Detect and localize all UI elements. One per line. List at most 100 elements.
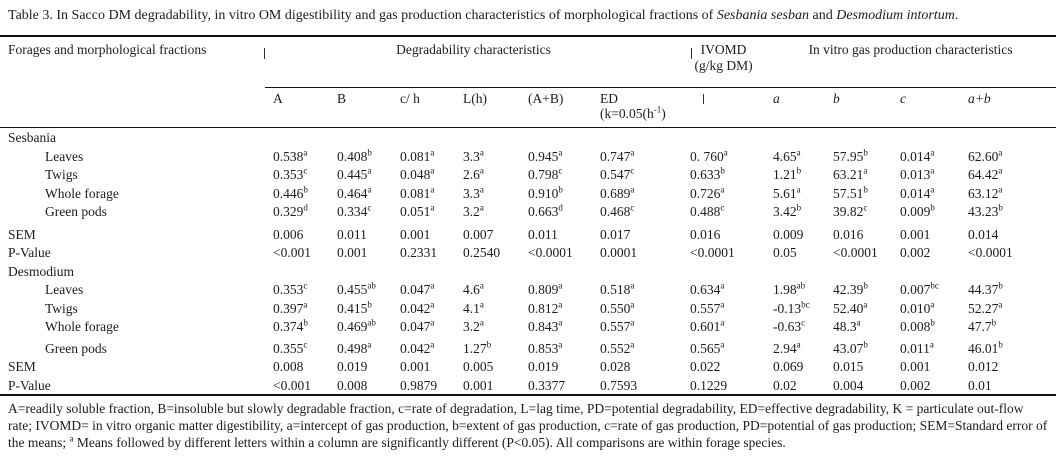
- row-label: Whole forage: [45, 319, 119, 334]
- cell: 5.61a: [773, 184, 801, 201]
- cell: 4.65a: [773, 147, 801, 164]
- row-label: Whole forage: [45, 185, 119, 201]
- table-body: Sesbania Leaves 0.538a 0.408b 0.081a 3.3a 0.94…: [0, 128, 1056, 396]
- column-divider-tick: [264, 48, 265, 59]
- cell: 0.469ab: [337, 317, 376, 334]
- cell: 0.397a: [273, 299, 308, 316]
- cell: 57.95b: [833, 147, 868, 164]
- cell: 0.663d: [528, 202, 563, 219]
- table-row: Green pods 0.355c 0.498a 0.042a 1.27b 0.853a 0…: [0, 336, 1056, 358]
- cell: 0.633b: [690, 165, 725, 182]
- cell: 0.538a: [273, 147, 308, 164]
- cell: 0.005: [463, 359, 494, 374]
- cell: 0.016: [833, 226, 864, 242]
- cell: 0.415b: [337, 299, 372, 316]
- row-group-label: Sesbania: [8, 130, 56, 145]
- table-footnote: A=readily soluble fraction, B=insoluble …: [8, 401, 1048, 450]
- table-row: SEM 0.006 0.011 0.001 0.007 0.011 0.017 0.016 0.…: [0, 221, 1056, 244]
- cell: 0.014: [968, 226, 999, 242]
- subheader-empty-ivomd: [682, 87, 766, 128]
- col-header-a: a: [765, 87, 826, 128]
- cell: 0.008: [337, 377, 368, 393]
- cell: 0.048a: [400, 165, 435, 182]
- cell: 0.853a: [528, 339, 563, 356]
- cell: 0.455ab: [337, 280, 376, 297]
- cell: 0.0001: [600, 245, 638, 260]
- cell: 43.23b: [968, 202, 1003, 219]
- cell: 47.7b: [968, 317, 997, 334]
- table-row: Sesbania: [0, 128, 1056, 147]
- empty-cell: [265, 262, 1056, 281]
- cell: 4.1a: [463, 299, 484, 316]
- cell: -0.63c: [773, 317, 806, 334]
- col-header-c: c: [892, 87, 961, 128]
- row-label: SEM: [8, 226, 36, 242]
- col-header-c-h: c/ h: [392, 87, 455, 128]
- cell: 0.009b: [900, 202, 935, 219]
- row-label: Twigs: [45, 300, 78, 316]
- cell: 57.51b: [833, 184, 868, 201]
- table-row: Leaves 0.353c 0.455ab 0.047a 4.6a 0.809a 0.518…: [0, 280, 1056, 299]
- cell: 0. 760a: [690, 147, 728, 164]
- cell: 0.051a: [400, 202, 435, 219]
- caption-text: Table 3. In Sacco DM degradability, in v…: [8, 8, 717, 23]
- cell: 52.40a: [833, 299, 868, 316]
- species-name-sesbania: Sesbania sesban: [716, 8, 809, 23]
- cell: 0.011: [337, 226, 367, 242]
- cell: 0.550a: [600, 299, 635, 316]
- table-row: P-Value <0.001 0.008 0.9879 0.001 0.3377 0.759…: [0, 376, 1056, 396]
- cell: 0.081a: [400, 147, 435, 164]
- row-label: SEM: [8, 359, 36, 374]
- col-header-a-plus-b: a+b: [960, 87, 1056, 128]
- cell: 0.910b: [528, 184, 563, 201]
- col-header-L-h: L(h): [455, 87, 520, 128]
- cell: 0.042a: [400, 299, 435, 316]
- cell: 0.008b: [900, 317, 935, 334]
- cell: 0.355c: [273, 339, 308, 356]
- cell: 3.3a: [463, 147, 484, 164]
- cell: 0.798c: [528, 165, 563, 182]
- cell: 63.12a: [968, 184, 1003, 201]
- cell: 0.9879: [400, 377, 438, 393]
- cell: 0.001: [400, 359, 431, 374]
- group-header-row: Forages and morphological fractions Degr…: [0, 36, 1056, 88]
- cell: 2.6a: [463, 165, 484, 182]
- col-header-A: A: [265, 87, 329, 128]
- cell: 0.2540: [463, 245, 501, 260]
- cell: 0.689a: [600, 184, 635, 201]
- cell: 0.547c: [600, 165, 635, 182]
- table-row: Green pods 0.329d 0.334c 0.051a 3.2a 0.663d 0.…: [0, 202, 1056, 221]
- cell: 0.02: [773, 377, 797, 393]
- cell: 0.945a: [528, 147, 563, 164]
- cell: 0.565a: [690, 339, 725, 356]
- cell: 0.445a: [337, 165, 372, 182]
- cell: 1.98ab: [773, 280, 806, 297]
- table-row: Whole forage 0.374b 0.469ab 0.047a 3.2a 0.843…: [0, 317, 1056, 336]
- cell: 0.047a: [400, 280, 435, 297]
- cell: <0.0001: [528, 245, 573, 260]
- cell: 0.329d: [273, 202, 308, 219]
- cell: 0.843a: [528, 317, 563, 334]
- cell: 0.004: [833, 377, 864, 393]
- cell: 0.008: [273, 359, 304, 374]
- table-row: SEM 0.008 0.019 0.001 0.005 0.019 0.028 0.022 0.…: [0, 357, 1056, 376]
- table-row: Twigs 0.353c 0.445a 0.048a 2.6a 0.798c 0.547c 0…: [0, 165, 1056, 184]
- cell: 0.557a: [600, 317, 635, 334]
- cell: 0.011a: [900, 339, 934, 356]
- cell: 0.001: [337, 245, 368, 260]
- cell: 46.01b: [968, 339, 1003, 356]
- subheader-empty-label: [0, 87, 265, 128]
- row-group-label: Desmodium: [8, 263, 74, 279]
- cell: 0.006: [273, 226, 304, 242]
- column-divider-tick: [691, 48, 692, 59]
- cell: 62.60a: [968, 147, 1003, 164]
- table-row: Desmodium: [0, 262, 1056, 281]
- col-header-B: B: [329, 87, 392, 128]
- col-group-degradability: Degradability characteristics: [265, 36, 683, 88]
- cell: 0.014a: [900, 147, 935, 164]
- table-row: P-Value <0.001 0.001 0.2331 0.2540 <0.0001 0.0…: [0, 243, 1056, 262]
- species-name-desmodium: Desmodium intortum: [836, 8, 955, 23]
- row-label: Leaves: [45, 282, 84, 297]
- cell: <0.001: [273, 245, 311, 260]
- row-label: Green pods: [45, 340, 107, 356]
